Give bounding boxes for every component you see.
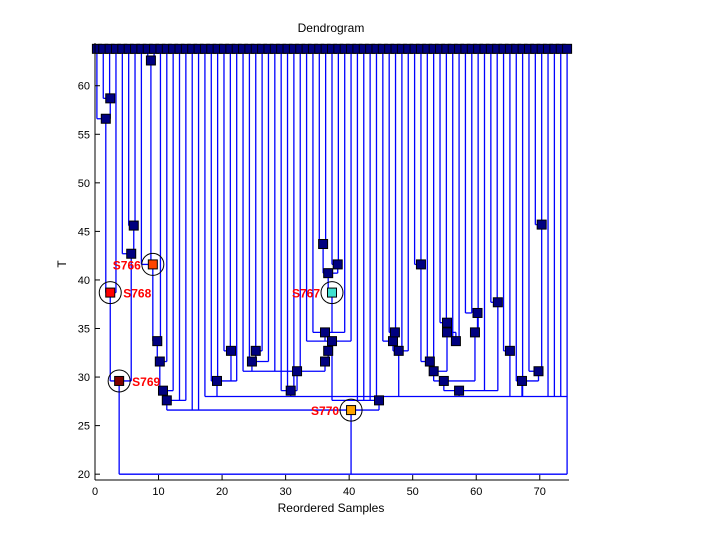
highlight-circle: [98, 281, 122, 305]
highlight-circle: [107, 369, 131, 393]
node-marker: [454, 385, 465, 396]
x-tick-label: 70: [534, 486, 546, 498]
node-marker: [323, 345, 334, 356]
highlight-circle: [339, 398, 363, 422]
node-marker: [211, 375, 222, 386]
x-tick-label: 40: [343, 486, 355, 498]
y-tick-label: 40: [78, 275, 90, 287]
node-marker: [126, 248, 137, 259]
y-tick-label: 55: [78, 129, 90, 141]
y-tick-label: 45: [78, 226, 90, 238]
node-marker: [415, 259, 426, 270]
highlighted-node-marker: [114, 375, 125, 386]
y-tick-label: 30: [78, 372, 90, 384]
y-axis-label: T: [55, 260, 69, 268]
node-marker: [100, 113, 111, 124]
node-marker: [533, 366, 544, 377]
x-axis-label: Reordered Samples: [278, 501, 385, 515]
node-marker: [442, 317, 453, 328]
x-tick-label: 20: [216, 486, 228, 498]
node-marker: [292, 366, 303, 377]
node-label: S770: [311, 404, 339, 418]
node-label: S768: [123, 287, 151, 301]
node-marker: [536, 219, 547, 230]
highlighted-node-marker: [346, 405, 357, 416]
node-marker: [472, 307, 483, 318]
node-label: S769: [132, 375, 160, 389]
leaf-marker: [562, 43, 573, 54]
highlighted-node-marker: [327, 287, 337, 298]
node-marker: [332, 259, 343, 270]
node-marker: [450, 336, 461, 347]
node-marker: [516, 375, 527, 386]
node-marker: [387, 336, 398, 347]
node-marker: [323, 268, 334, 279]
y-tick-label: 20: [78, 469, 90, 481]
node-marker: [225, 345, 236, 356]
x-tick-label: 30: [279, 486, 291, 498]
dendrogram-links: [96, 48, 568, 475]
node-marker: [145, 55, 156, 66]
node-marker: [389, 327, 400, 338]
node-marker: [152, 336, 163, 347]
node-marker: [428, 366, 439, 377]
node-marker: [327, 336, 337, 347]
node-marker: [492, 297, 503, 308]
node-marker: [250, 345, 261, 356]
y-tick-label: 35: [78, 324, 90, 336]
node-marker: [285, 385, 296, 396]
highlighted-node-marker: [147, 259, 158, 270]
node-marker: [318, 239, 329, 250]
x-tick-label: 0: [92, 486, 98, 498]
y-tick-label: 60: [78, 81, 90, 93]
node-marker: [438, 375, 449, 386]
node-marker: [469, 327, 480, 338]
node-marker: [128, 220, 139, 231]
node-marker: [161, 395, 172, 406]
dendrogram-nodes: S769 S770 S768 S766 S767: [91, 43, 573, 422]
highlight-circle: [320, 281, 344, 305]
x-tick-label: 60: [470, 486, 482, 498]
node-label: S766: [113, 258, 141, 272]
node-marker: [393, 345, 404, 356]
node-marker: [320, 327, 331, 338]
node-marker: [154, 356, 165, 367]
node-marker: [246, 356, 257, 367]
node-marker: [320, 356, 331, 367]
chart-title: Dendrogram: [298, 21, 365, 35]
node-marker: [105, 93, 116, 104]
node-marker: [504, 345, 515, 356]
highlight-circle: [141, 252, 165, 276]
highlighted-node-marker: [105, 287, 116, 298]
y-tick-label: 50: [78, 178, 90, 190]
x-tick-label: 50: [407, 486, 419, 498]
node-label: S767: [292, 287, 320, 301]
node-marker: [374, 395, 385, 406]
node-marker: [157, 385, 168, 396]
axes: 0 10 20 30 40 50 60 70 20 25 30 35 40 45 50 55 60: [78, 43, 569, 498]
node-marker: [442, 327, 453, 338]
x-tick-label: 10: [152, 486, 164, 498]
y-tick-label: 25: [78, 421, 90, 433]
node-marker: [424, 356, 435, 367]
